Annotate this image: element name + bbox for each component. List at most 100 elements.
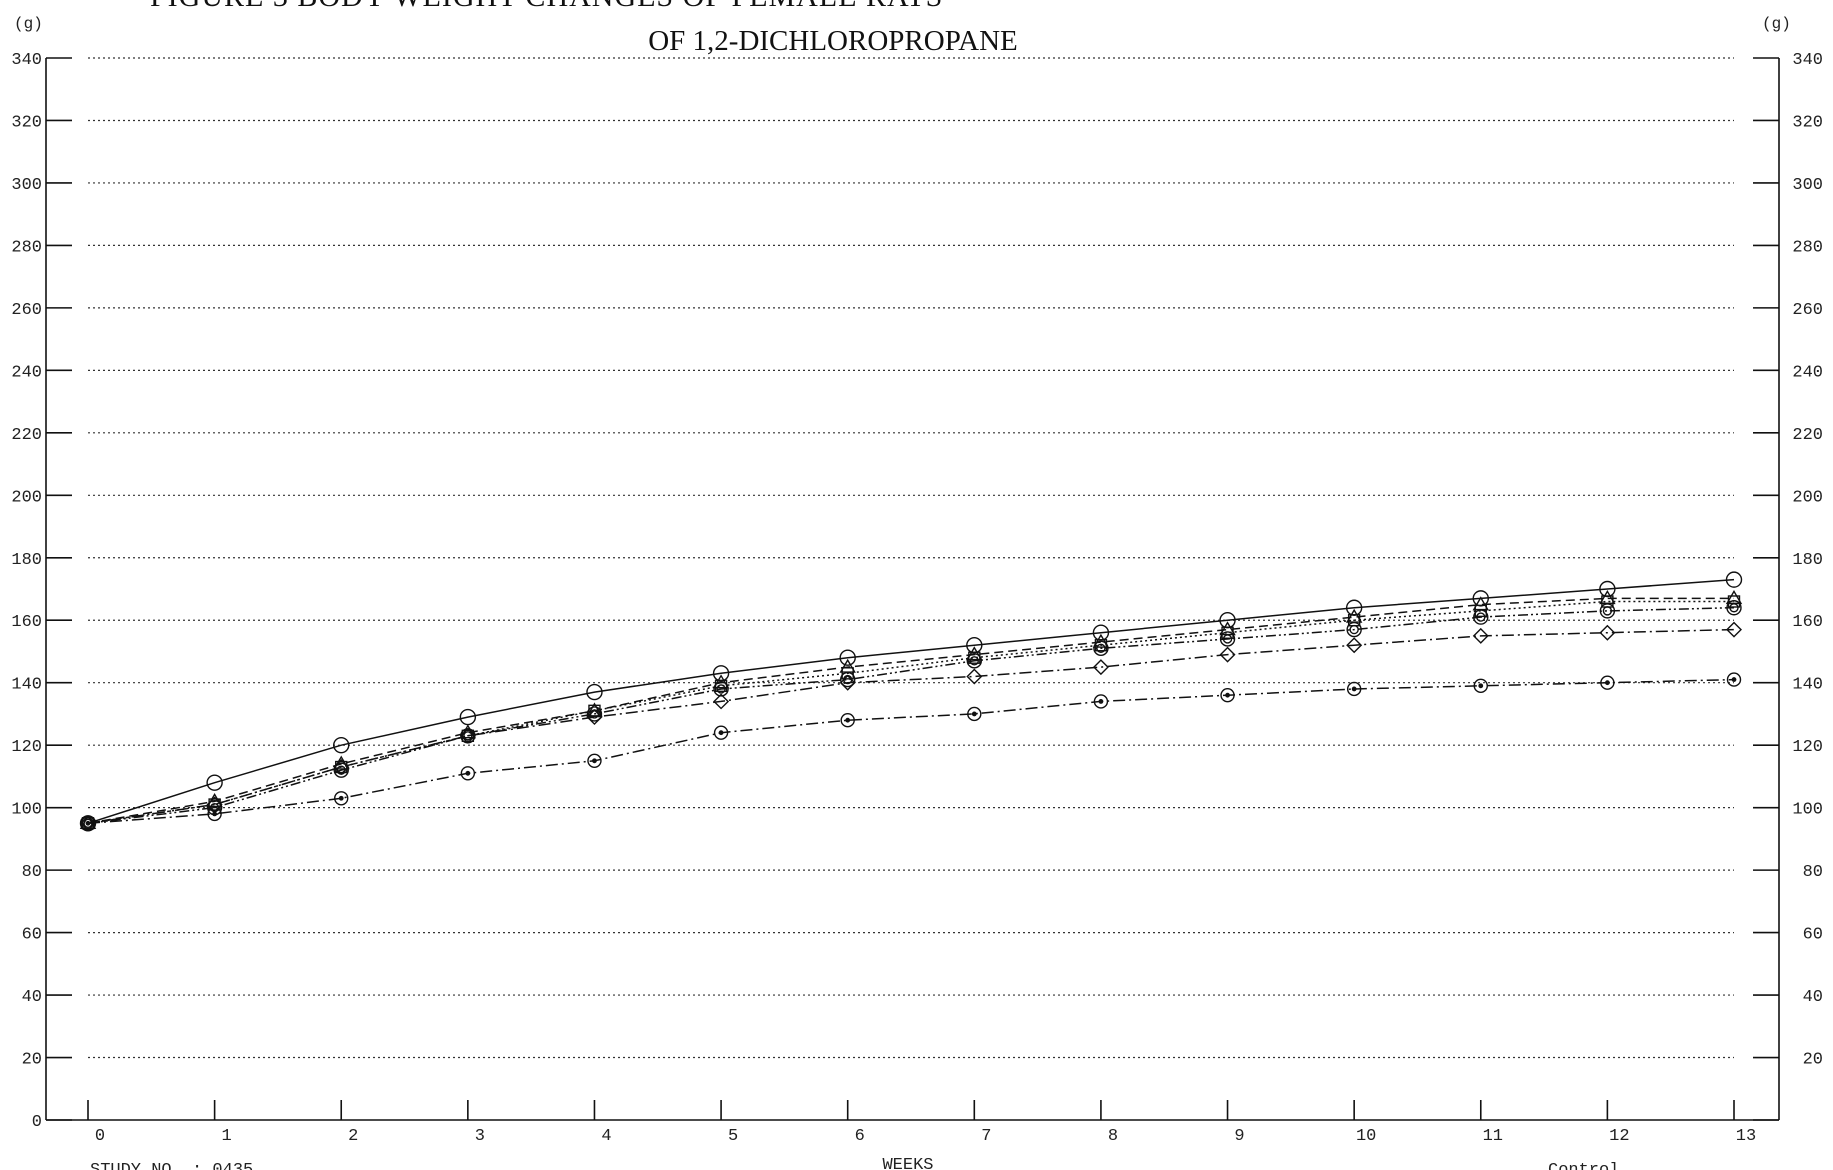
- marker-dotted-circle-dot: [465, 770, 471, 776]
- marker-circle: [333, 736, 350, 754]
- marker-dotted-circle-dot: [1098, 699, 1104, 704]
- y-tick-label-right: 20: [1803, 1051, 1823, 1070]
- marker-diamond: [1726, 621, 1742, 638]
- marker-diamond: [1219, 646, 1236, 663]
- marker-double-circle: [1473, 609, 1489, 625]
- marker-double-circle: [586, 706, 603, 722]
- y-tick-label-right: 60: [1803, 926, 1823, 945]
- marker-double-circle: [1726, 600, 1742, 616]
- marker-dotted-circle: [1473, 678, 1488, 694]
- marker-square: [1727, 595, 1741, 608]
- marker-dotted-circle-dot: [1604, 680, 1610, 686]
- marker-dotted-circle-dot: [1478, 683, 1484, 689]
- marker-dotted-circle: [1346, 681, 1362, 697]
- y-tick-label-right: 240: [1792, 363, 1823, 382]
- marker-diamond: [1472, 627, 1489, 644]
- y-tick-label-right: 40: [1803, 988, 1823, 1007]
- marker-circle: [206, 774, 223, 791]
- y-tick-label-left: 260: [11, 301, 42, 320]
- left-unit-label: (g): [14, 15, 43, 33]
- chart-subtitle: OF 1,2-DICHLOROPROPANE: [648, 25, 1018, 57]
- marker-dotted-circle-dot: [1351, 686, 1357, 692]
- x-tick-label: 11: [1483, 1127, 1503, 1146]
- marker-double-circle-inner: [1222, 634, 1233, 644]
- y-tick-label-left: 300: [11, 176, 42, 195]
- marker-dotted-circle: [1726, 672, 1742, 687]
- right-unit-label: (g): [1762, 15, 1791, 33]
- marker-dotted-circle: [460, 766, 476, 781]
- y-tick-label-right: 180: [1792, 551, 1823, 570]
- marker-dotted-circle: [967, 706, 982, 722]
- marker-dotted-circle-dot: [338, 795, 344, 801]
- y-tick-label-right: 80: [1803, 863, 1823, 882]
- marker-diamond: [1346, 637, 1363, 654]
- marker-dotted-circle: [334, 791, 349, 806]
- series-line-diamond: [87, 628, 1735, 825]
- marker-diamond: [839, 674, 856, 691]
- marker-dotted-circle-dot: [845, 717, 851, 723]
- x-tick-label: 8: [1108, 1127, 1118, 1146]
- marker-dotted-circle: [1600, 675, 1615, 690]
- marker-square: [461, 729, 475, 743]
- marker-dotted-circle-dot: [718, 730, 724, 736]
- marker-diamond: [713, 693, 730, 710]
- marker-square: [841, 667, 854, 680]
- marker-triangle: [966, 646, 983, 661]
- y-tick-label-left: 60: [22, 926, 42, 945]
- marker-double-circle: [1346, 621, 1362, 638]
- y-tick-label-right: 340: [1792, 51, 1823, 70]
- y-tick-label-left: 160: [11, 613, 42, 632]
- marker-circle: [586, 683, 603, 701]
- marker-dotted-circle-dot: [1731, 677, 1737, 682]
- y-tick-label-left: 0: [32, 1113, 42, 1132]
- y-tick-label-left: 20: [22, 1051, 42, 1070]
- marker-diamond: [1599, 624, 1616, 641]
- x-tick-label: 3: [475, 1127, 485, 1146]
- x-tick-label: 13: [1736, 1127, 1756, 1146]
- marker-diamond: [459, 727, 476, 744]
- y-tick-label-left: 120: [11, 738, 42, 757]
- y-tick-label-right: 220: [1792, 426, 1823, 445]
- marker-double-circle-inner: [1729, 603, 1739, 613]
- x-tick-label: 5: [728, 1127, 738, 1146]
- y-tick-label-right: 300: [1792, 176, 1823, 195]
- study-number: STUDY NO. : 0435: [90, 1161, 253, 1170]
- y-tick-label-left: 100: [11, 801, 42, 820]
- marker-dotted-circle-dot: [592, 758, 597, 764]
- y-tick-label-left: 180: [11, 551, 42, 570]
- series-line-triangle: [87, 597, 1734, 825]
- series-line-dotted-circle: [87, 678, 1735, 825]
- chart-title: FIGURE 3 BODY WEIGHT CHANGES OF FEMALE R…: [150, 0, 943, 13]
- marker-dotted-circle-dot: [971, 711, 977, 717]
- marker-double-circle-inner: [716, 684, 726, 694]
- marker-double-circle: [1219, 631, 1236, 647]
- y-tick-label-right: 120: [1792, 738, 1823, 757]
- x-tick-label: 1: [222, 1127, 232, 1146]
- y-tick-label-right: 320: [1792, 113, 1823, 132]
- marker-double-circle-inner: [463, 731, 473, 741]
- x-tick-label: 12: [1609, 1127, 1629, 1146]
- y-tick-label-left: 340: [11, 51, 42, 70]
- x-tick-label: 0: [95, 1127, 105, 1146]
- marker-dotted-circle: [1093, 694, 1109, 709]
- marker-double-circle: [839, 671, 856, 688]
- marker-dotted-circle-dot: [85, 820, 91, 826]
- x-tick-label: 6: [855, 1127, 865, 1146]
- marker-circle: [839, 649, 856, 666]
- marker-double-circle-inner: [1349, 624, 1359, 635]
- marker-diamond: [1092, 659, 1109, 676]
- marker-dotted-circle-dot: [212, 811, 218, 817]
- marker-diamond: [333, 759, 350, 776]
- marker-diamond: [586, 709, 603, 726]
- marker-double-circle: [333, 762, 349, 778]
- y-tick-label-left: 220: [11, 426, 42, 445]
- y-tick-label-right: 100: [1792, 801, 1823, 820]
- marker-double-circle-inner: [1602, 606, 1613, 616]
- marker-dotted-circle-dot: [1225, 692, 1230, 698]
- marker-dotted-circle: [80, 816, 96, 831]
- marker-diamond: [966, 668, 983, 685]
- marker-dotted-circle: [840, 712, 855, 728]
- y-tick-label-left: 80: [22, 863, 42, 882]
- marker-dotted-circle: [1220, 688, 1235, 703]
